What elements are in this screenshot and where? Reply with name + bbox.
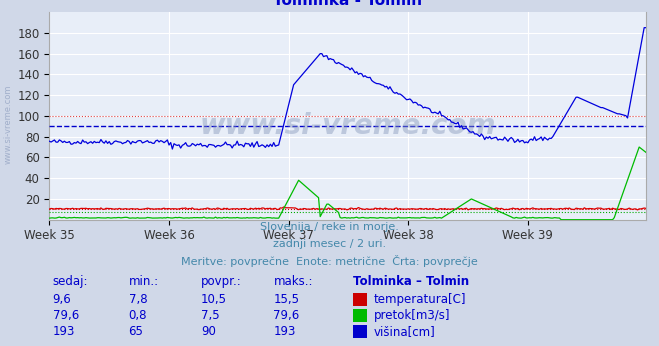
Text: min.:: min.: bbox=[129, 275, 159, 289]
Text: 9,6: 9,6 bbox=[53, 293, 71, 307]
Text: 193: 193 bbox=[53, 325, 75, 338]
Text: višina[cm]: višina[cm] bbox=[374, 325, 436, 338]
Text: 0,8: 0,8 bbox=[129, 309, 147, 322]
Text: 79,6: 79,6 bbox=[53, 309, 79, 322]
Text: 90: 90 bbox=[201, 325, 216, 338]
Text: 193: 193 bbox=[273, 325, 296, 338]
Title: Tolminka - Tolmin: Tolminka - Tolmin bbox=[273, 0, 422, 8]
Text: Slovenija / reke in morje.: Slovenija / reke in morje. bbox=[260, 222, 399, 232]
Text: sedaj:: sedaj: bbox=[53, 275, 88, 289]
Text: temperatura[C]: temperatura[C] bbox=[374, 293, 466, 307]
Text: 7,8: 7,8 bbox=[129, 293, 147, 307]
Text: zadnji mesec / 2 uri.: zadnji mesec / 2 uri. bbox=[273, 239, 386, 249]
Text: Meritve: povprečne  Enote: metrične  Črta: povprečje: Meritve: povprečne Enote: metrične Črta:… bbox=[181, 255, 478, 267]
Text: 15,5: 15,5 bbox=[273, 293, 299, 307]
Text: www.si-vreme.com: www.si-vreme.com bbox=[200, 112, 496, 140]
Text: 10,5: 10,5 bbox=[201, 293, 227, 307]
Text: pretok[m3/s]: pretok[m3/s] bbox=[374, 309, 450, 322]
Text: 79,6: 79,6 bbox=[273, 309, 300, 322]
Text: 65: 65 bbox=[129, 325, 144, 338]
Text: povpr.:: povpr.: bbox=[201, 275, 242, 289]
Text: Tolminka – Tolmin: Tolminka – Tolmin bbox=[353, 275, 469, 289]
Text: maks.:: maks.: bbox=[273, 275, 313, 289]
Text: www.si-vreme.com: www.si-vreme.com bbox=[4, 85, 13, 164]
Text: 7,5: 7,5 bbox=[201, 309, 219, 322]
